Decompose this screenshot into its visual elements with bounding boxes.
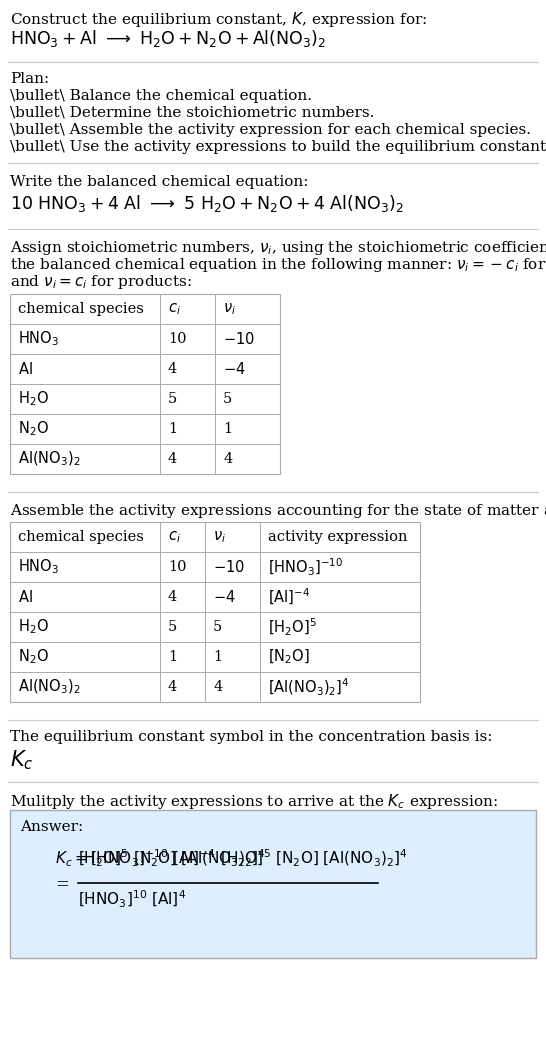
Text: 1: 1 [168, 650, 177, 664]
Text: $c_i$: $c_i$ [168, 302, 181, 316]
Text: $\mathrm{N_2O}$: $\mathrm{N_2O}$ [18, 647, 49, 666]
Text: 5: 5 [213, 620, 222, 634]
Text: 4: 4 [168, 590, 177, 604]
Text: $[\mathrm{HNO_3}]^{10}\ [\mathrm{Al}]^4$: $[\mathrm{HNO_3}]^{10}\ [\mathrm{Al}]^4$ [78, 889, 186, 910]
Text: $[\mathrm{N_2O}]$: $[\mathrm{N_2O}]$ [268, 647, 310, 666]
Text: $-10$: $-10$ [223, 331, 255, 347]
Text: \bullet\ Use the activity expressions to build the equilibrium constant expressi: \bullet\ Use the activity expressions to… [10, 140, 546, 154]
Text: $K_c = [\mathrm{HNO_3}]^{-10}\ [\mathrm{Al}]^{-4}\ [\mathrm{H_2O}]^5\ [\mathrm{N: $K_c = [\mathrm{HNO_3}]^{-10}\ [\mathrm{… [55, 848, 408, 869]
Text: $\mathrm{HNO_3}$: $\mathrm{HNO_3}$ [18, 330, 59, 348]
Text: activity expression: activity expression [268, 530, 407, 544]
Text: $[\mathrm{H_2O}]^{5}$: $[\mathrm{H_2O}]^{5}$ [268, 617, 317, 638]
Text: 1: 1 [168, 423, 177, 436]
Text: \bullet\ Assemble the activity expression for each chemical species.: \bullet\ Assemble the activity expressio… [10, 123, 531, 137]
Text: $\mathrm{Al}$: $\mathrm{Al}$ [18, 589, 33, 605]
Text: Assemble the activity expressions accounting for the state of matter and $\nu_i$: Assemble the activity expressions accoun… [10, 502, 546, 520]
Text: The equilibrium constant symbol in the concentration basis is:: The equilibrium constant symbol in the c… [10, 730, 492, 744]
FancyBboxPatch shape [10, 294, 280, 474]
Text: 5: 5 [168, 620, 177, 634]
Text: $\nu_i$: $\nu_i$ [223, 302, 236, 316]
Text: \bullet\ Determine the stoichiometric numbers.: \bullet\ Determine the stoichiometric nu… [10, 106, 375, 120]
Text: $-10$: $-10$ [213, 559, 245, 575]
Text: $\mathrm{HNO_3 + Al\ \longrightarrow\ H_2O + N_2O + Al(NO_3)_2}$: $\mathrm{HNO_3 + Al\ \longrightarrow\ H_… [10, 28, 326, 49]
Text: the balanced chemical equation in the following manner: $\nu_i = -c_i$ for react: the balanced chemical equation in the fo… [10, 256, 546, 274]
FancyBboxPatch shape [10, 522, 420, 702]
Text: $c_i$: $c_i$ [168, 529, 181, 544]
Text: and $\nu_i = c_i$ for products:: and $\nu_i = c_i$ for products: [10, 273, 192, 291]
Text: Mulitply the activity expressions to arrive at the $K_c$ expression:: Mulitply the activity expressions to arr… [10, 792, 498, 811]
Text: 10: 10 [168, 560, 187, 574]
Text: $-4$: $-4$ [213, 589, 236, 605]
Text: $[\mathrm{H_2O}]^5\ [\mathrm{N_2O}]\ [\mathrm{Al(NO_3)_2}]^4$: $[\mathrm{H_2O}]^5\ [\mathrm{N_2O}]\ [\m… [78, 848, 266, 869]
Text: $\mathrm{Al(NO_3)_2}$: $\mathrm{Al(NO_3)_2}$ [18, 678, 81, 696]
Text: 1: 1 [223, 423, 232, 436]
Text: $K_c$: $K_c$ [10, 748, 33, 771]
Text: 1: 1 [213, 650, 222, 664]
Text: $\mathrm{N_2O}$: $\mathrm{N_2O}$ [18, 419, 49, 438]
Text: 4: 4 [168, 452, 177, 466]
Text: =: = [55, 877, 69, 893]
Text: $[\mathrm{HNO_3}]^{-10}$: $[\mathrm{HNO_3}]^{-10}$ [268, 556, 343, 578]
Text: $-4$: $-4$ [223, 360, 246, 377]
Text: $\nu_i$: $\nu_i$ [213, 529, 226, 544]
Text: 4: 4 [213, 680, 222, 694]
Text: chemical species: chemical species [18, 530, 144, 544]
Text: $\mathrm{H_2O}$: $\mathrm{H_2O}$ [18, 390, 49, 409]
FancyBboxPatch shape [10, 810, 536, 959]
Text: $\mathrm{10\ HNO_3 + 4\ Al\ \longrightarrow\ 5\ H_2O + N_2O + 4\ Al(NO_3)_2}$: $\mathrm{10\ HNO_3 + 4\ Al\ \longrightar… [10, 193, 404, 214]
Text: $\mathrm{H_2O}$: $\mathrm{H_2O}$ [18, 618, 49, 636]
Text: 4: 4 [223, 452, 232, 466]
Text: 5: 5 [223, 392, 232, 406]
Text: Assign stoichiometric numbers, $\nu_i$, using the stoichiometric coefficients, $: Assign stoichiometric numbers, $\nu_i$, … [10, 239, 546, 257]
Text: $[\mathrm{Al}]^{-4}$: $[\mathrm{Al}]^{-4}$ [268, 586, 310, 607]
Text: \bullet\ Balance the chemical equation.: \bullet\ Balance the chemical equation. [10, 89, 312, 103]
Text: $\mathrm{HNO_3}$: $\mathrm{HNO_3}$ [18, 558, 59, 576]
Text: Answer:: Answer: [20, 820, 83, 834]
Text: $\mathrm{Al}$: $\mathrm{Al}$ [18, 360, 33, 377]
Text: Construct the equilibrium constant, $K$, expression for:: Construct the equilibrium constant, $K$,… [10, 11, 427, 29]
Text: chemical species: chemical species [18, 302, 144, 316]
Text: 5: 5 [168, 392, 177, 406]
Text: 4: 4 [168, 362, 177, 376]
Text: 4: 4 [168, 680, 177, 694]
Text: $\mathrm{Al(NO_3)_2}$: $\mathrm{Al(NO_3)_2}$ [18, 450, 81, 468]
Text: 10: 10 [168, 332, 187, 346]
Text: Plan:: Plan: [10, 73, 49, 86]
Text: $[\mathrm{Al(NO_3)_2}]^{4}$: $[\mathrm{Al(NO_3)_2}]^{4}$ [268, 677, 349, 698]
Text: Write the balanced chemical equation:: Write the balanced chemical equation: [10, 176, 308, 189]
